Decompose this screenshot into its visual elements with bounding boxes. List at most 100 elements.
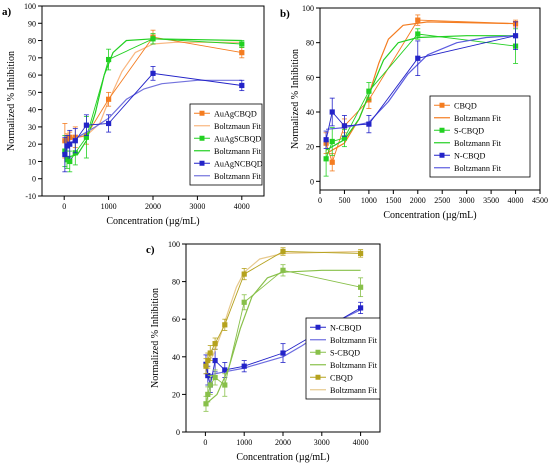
data-point <box>341 135 348 141</box>
legend-marker <box>439 127 445 133</box>
y-tick-label: 20 <box>306 143 314 152</box>
y-tick-label: 60 <box>28 71 36 80</box>
series-3 <box>323 21 519 149</box>
data-point <box>62 151 68 158</box>
fit-curve <box>325 35 516 151</box>
x-tick-label: 2500 <box>434 196 450 205</box>
legend-fit-label: Boltzmann Fit <box>330 336 378 345</box>
y-tick-label: 80 <box>28 37 36 46</box>
x-tick-label: 0 <box>318 196 322 205</box>
data-point <box>222 367 228 373</box>
data-point <box>106 56 112 63</box>
series-3 <box>62 66 245 173</box>
y-tick-label: 100 <box>168 240 180 249</box>
legend-marker <box>439 102 445 108</box>
y-tick-label: 20 <box>172 390 180 399</box>
x-axis-title: Concentration (µg/mL) <box>106 216 199 227</box>
x-tick-label: 0 <box>62 202 66 211</box>
data-point <box>512 33 519 39</box>
data-point <box>64 157 70 163</box>
legend-label: S-CBQD <box>454 126 484 135</box>
legend-marker <box>199 160 205 166</box>
y-axis-title: Normalized % Inhibition <box>150 288 161 388</box>
legend-frame <box>429 95 531 178</box>
x-tick-label: 2000 <box>145 202 161 211</box>
data-point <box>83 122 89 128</box>
legend-label: AuAgSCBQD <box>214 134 261 143</box>
legend-fit-label: Boltzmaun Fit <box>214 122 262 131</box>
legend-fit-label: Boltzmann Fit <box>454 114 502 123</box>
legend-label: AuAgCBQD <box>214 109 257 118</box>
y-tick-label: 0 <box>176 428 180 437</box>
legend-frame <box>305 317 381 400</box>
y-tick-label: 20 <box>28 140 36 149</box>
data-point <box>239 82 245 89</box>
data-point <box>203 401 209 407</box>
legend-marker <box>199 135 205 141</box>
x-tick-label: 1000 <box>101 202 117 211</box>
data-point <box>366 88 372 94</box>
y-tick-label: 0 <box>32 175 36 184</box>
x-tick-label: 500 <box>338 196 350 205</box>
fit-curve <box>326 35 516 130</box>
legend-marker <box>315 374 321 380</box>
y-tick-label: 100 <box>302 4 314 13</box>
y-tick-label: 0 <box>310 177 314 186</box>
legend-label: N-CBQD <box>330 323 361 332</box>
x-tick-label: 4000 <box>508 196 524 205</box>
legend-label: CBQD <box>454 101 477 110</box>
legend: N-CBQD Boltzmann Fit S-CBQD Boltzmann Fit CB… <box>305 317 381 400</box>
data-point <box>222 322 228 328</box>
data-line <box>325 35 516 140</box>
data-point <box>358 284 364 290</box>
data-point <box>150 70 156 76</box>
data-point <box>150 36 156 42</box>
y-axis-title: Normalized % Inhibition <box>290 49 301 149</box>
data-point <box>280 248 286 255</box>
legend-marker <box>315 324 321 330</box>
fit-curve <box>64 41 242 142</box>
data-point <box>203 363 209 369</box>
data-point <box>83 134 89 140</box>
data-point <box>323 137 329 143</box>
y-tick-label: 30 <box>28 123 36 132</box>
data-point <box>207 350 213 356</box>
y-tick-label: 70 <box>28 54 36 63</box>
data-point <box>341 123 348 129</box>
x-tick-label: 2000 <box>275 438 291 447</box>
series-2 <box>323 28 519 177</box>
y-tick-label: 60 <box>306 73 314 82</box>
data-point <box>212 374 218 381</box>
data-point <box>329 159 335 165</box>
data-point <box>415 31 421 37</box>
x-tick-label: 1500 <box>385 196 401 205</box>
data-point <box>358 250 364 256</box>
legend-marker <box>315 349 321 355</box>
data-point <box>106 120 112 127</box>
x-tick-label: 4000 <box>234 202 250 211</box>
data-point <box>241 363 247 369</box>
x-tick-label: 4000 <box>353 438 369 447</box>
data-point <box>239 41 245 47</box>
x-tick-label: 1000 <box>361 196 377 205</box>
y-axis-title: Normalized % Inhibition <box>6 51 17 151</box>
x-tick-label: 2000 <box>410 196 426 205</box>
y-tick-label: 90 <box>28 19 36 28</box>
data-point <box>212 357 218 364</box>
panel-label: c) <box>146 244 155 256</box>
chart-panel-3: c) 0 1000 2000 3000 4000 0 20 40 60 80 100 Concentra… <box>146 240 381 463</box>
chart-panel-2: b) 0 500 1000 1500 2000 2500 3000 3500 4000 4500 0 2… <box>280 4 548 221</box>
x-tick-label: 3000 <box>459 196 475 205</box>
legend-fit-label: Boltzmann Fit <box>454 164 502 173</box>
y-tick-label: 50 <box>28 88 36 97</box>
data-point <box>67 141 73 147</box>
fit-curve <box>205 250 361 367</box>
data-point <box>366 121 372 127</box>
x-tick-label: 3000 <box>189 202 205 211</box>
legend-fit-label: Boltzmann Fit <box>330 361 378 370</box>
x-tick-label: 4500 <box>532 196 548 205</box>
y-tick-label: 40 <box>306 108 314 117</box>
data-point <box>329 138 335 145</box>
